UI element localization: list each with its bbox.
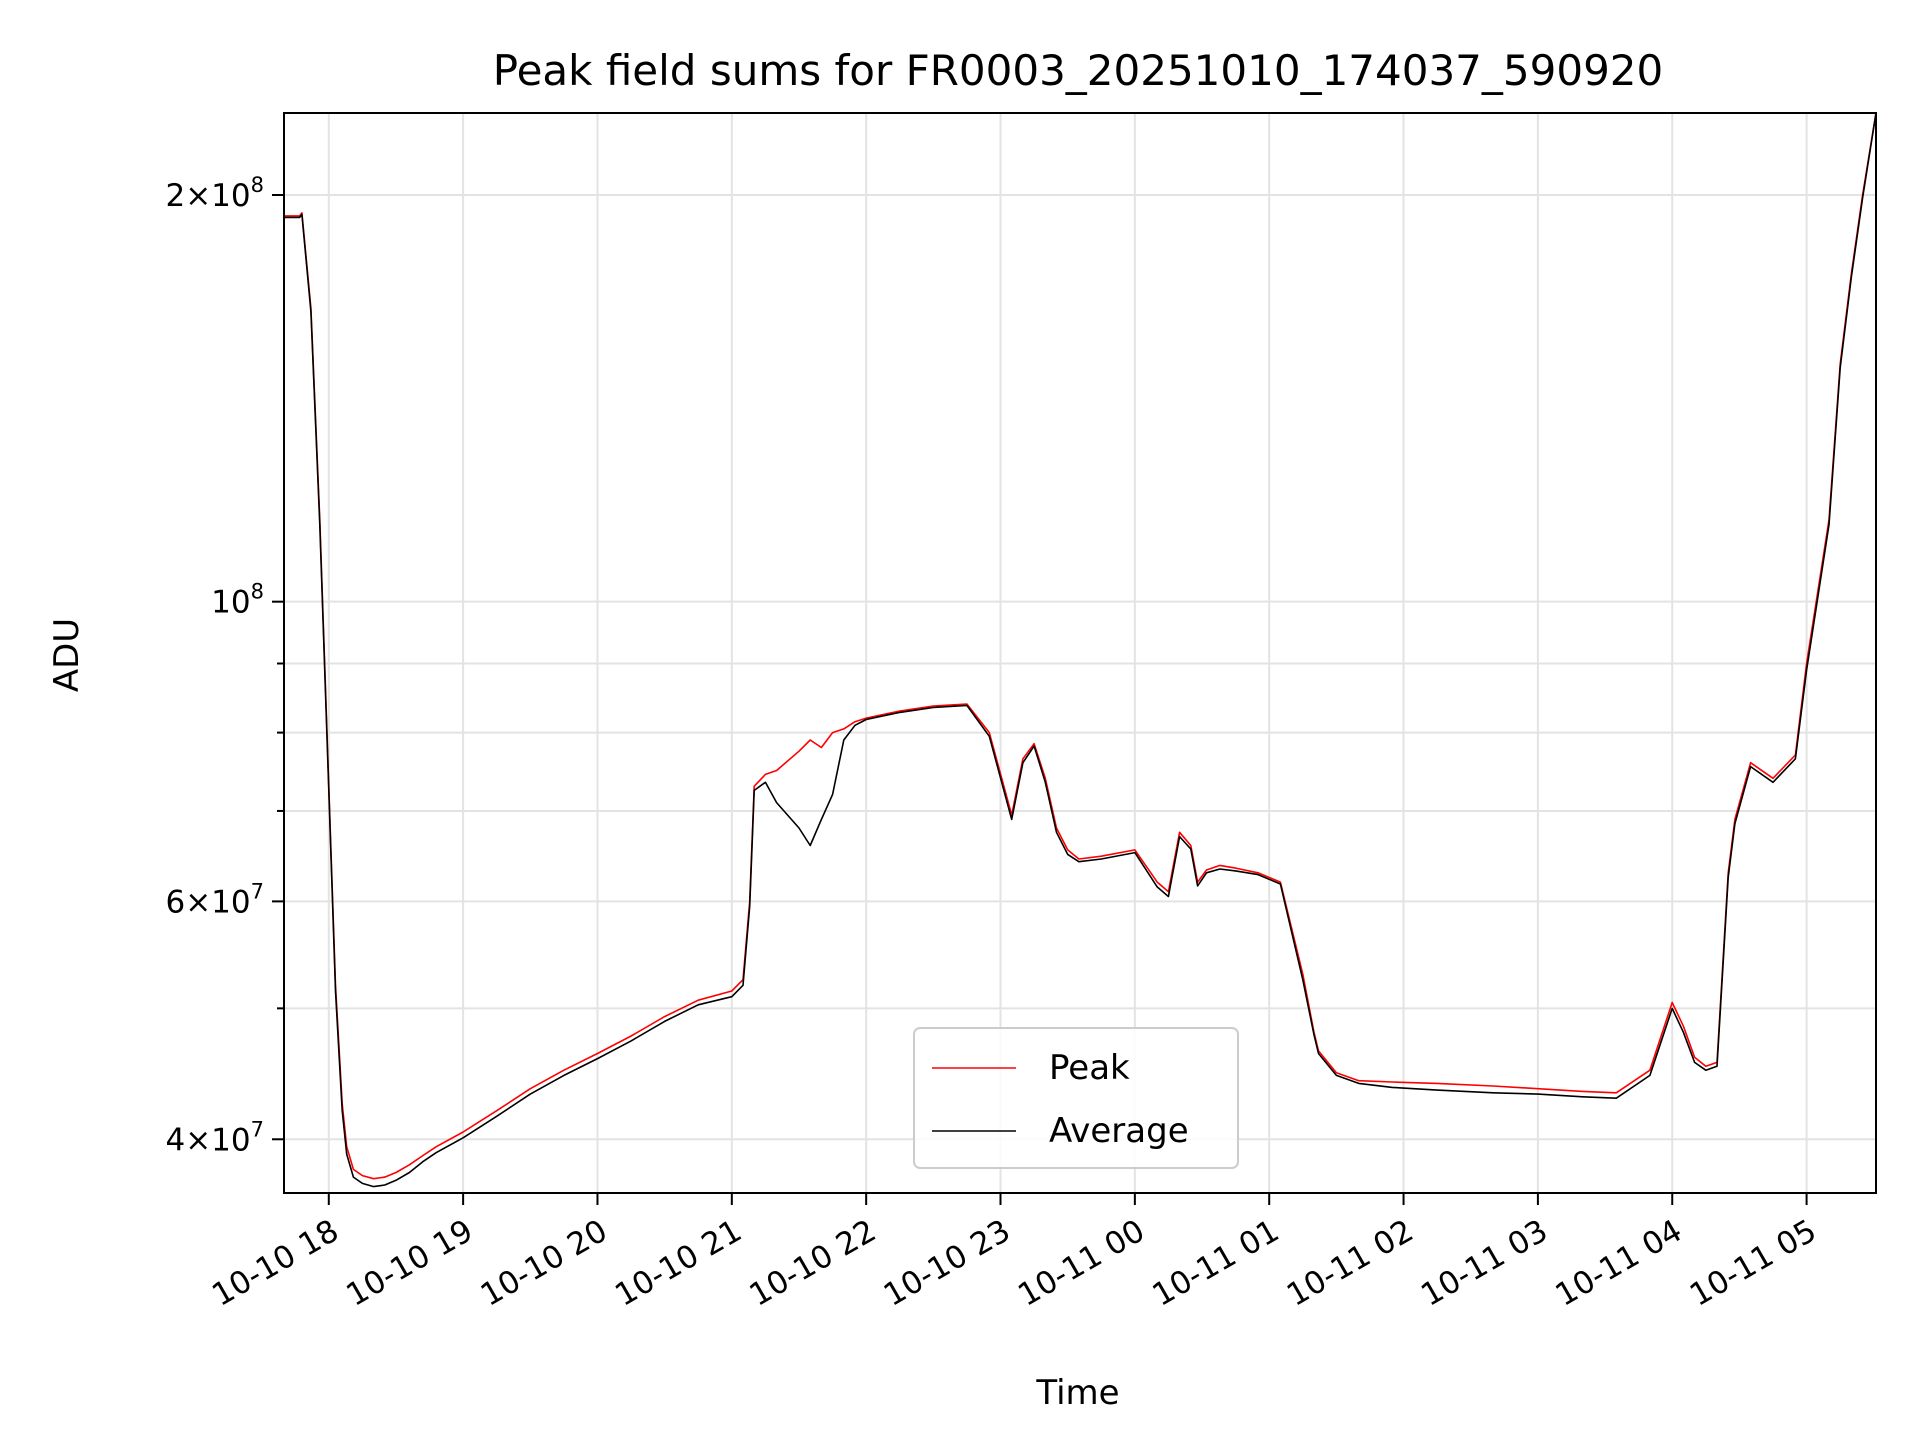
legend-label-average: Average bbox=[1049, 1111, 1189, 1151]
y-tick-label: 108 bbox=[211, 580, 264, 621]
legend-label-peak: Peak bbox=[1049, 1048, 1130, 1088]
plot-frame bbox=[283, 112, 1877, 1194]
y-tick-label: 4×107 bbox=[165, 1117, 264, 1158]
grid bbox=[284, 113, 1876, 1193]
legend-box bbox=[913, 1027, 1239, 1169]
x-axis-label: Time bbox=[1035, 1373, 1119, 1413]
series-line-peak bbox=[284, 113, 1876, 1180]
y-tick-label: 2×108 bbox=[165, 173, 264, 214]
y-axis: 4×107 6×107 108 2×108 bbox=[165, 173, 284, 1158]
plot-area bbox=[284, 113, 1876, 1188]
chart-title: Peak field sums for FR0003_20251010_1740… bbox=[493, 46, 1663, 95]
legend: Peak Average bbox=[913, 1027, 1239, 1169]
y-axis-label: ADU bbox=[47, 618, 87, 692]
series-line-average bbox=[284, 113, 1876, 1188]
y-tick-label: 6×107 bbox=[165, 879, 264, 920]
